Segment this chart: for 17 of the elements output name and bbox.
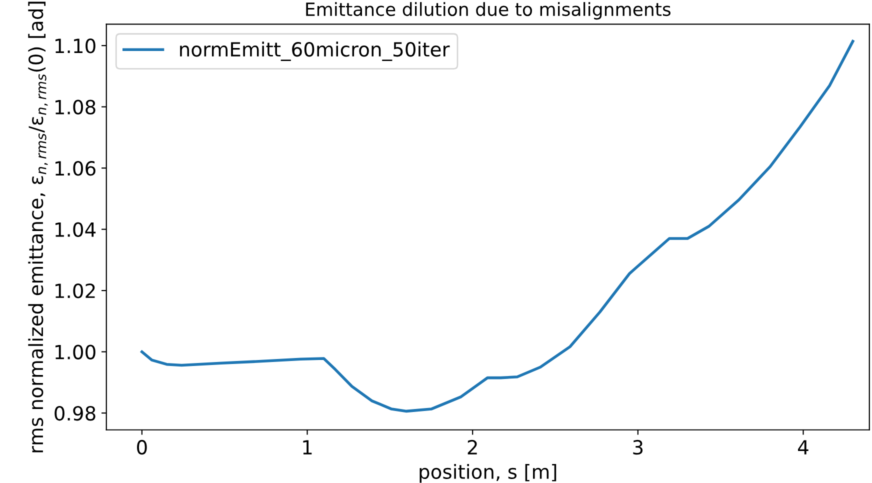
line-series bbox=[140, 40, 854, 413]
y-tick-label: 1.08 bbox=[56, 100, 96, 114]
y-tick-label: 1.06 bbox=[56, 161, 96, 176]
x-tick-label: 4 bbox=[798, 440, 808, 454]
y-tick-label: 1.04 bbox=[56, 222, 96, 237]
y-tick-label: 1.02 bbox=[56, 284, 95, 298]
chart-title: Emittance dilution due to misalignments bbox=[306, 2, 670, 20]
x-tick-label: 2 bbox=[468, 440, 477, 454]
x-tick-label: 1 bbox=[303, 440, 312, 454]
legend-label: normEmitt_60micron_50iter bbox=[180, 42, 450, 62]
x-axis-title: position, s [m] bbox=[420, 464, 556, 483]
y-tick-label: 1.00 bbox=[56, 344, 96, 360]
x-tick-label: 0 bbox=[137, 440, 147, 455]
y-tick-label: 1.10 bbox=[56, 38, 96, 54]
x-tick-label: 3 bbox=[633, 440, 643, 455]
y-tick-label: 0.98 bbox=[54, 406, 96, 421]
y-axis-title: rms normalized emittance, ε$_{n,rms}$/ε$_{n,rms}$(0) [ad] bbox=[28, 2, 48, 452]
